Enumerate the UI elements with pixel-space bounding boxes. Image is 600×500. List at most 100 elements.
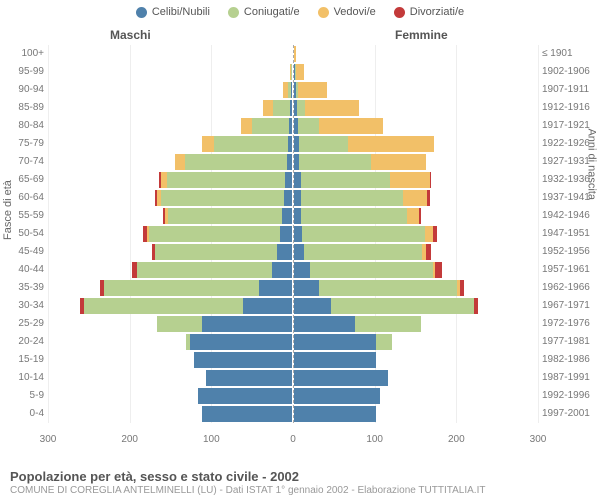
segment [137,262,272,278]
bar-female [294,118,383,134]
bar-female [294,208,421,224]
segment [298,82,327,98]
y-left-label: 60-64 [4,193,44,203]
y-right-label: 1912-1916 [542,103,596,113]
chart-subtitle: COMUNE DI COREGLIA ANTELMINELLI (LU) - D… [10,485,590,496]
legend-label: Divorziati/e [410,6,464,18]
y-right-label: 1952-1956 [542,247,596,257]
pyramid-row [48,208,538,224]
segment [285,172,292,188]
segment [194,352,292,368]
legend-swatch [394,7,405,18]
segment [427,190,429,206]
bar-female [294,82,327,98]
bar-male [155,190,292,206]
bar-male [241,118,292,134]
y-right-label: 1907-1911 [542,85,596,95]
y-left-label: 50-54 [4,229,44,239]
y-left-label: 15-19 [4,355,44,365]
segment [277,244,292,260]
segment [376,334,392,350]
y-right-label: 1932-1936 [542,175,596,185]
x-tick-label: 300 [40,434,57,445]
bar-female [294,64,304,80]
segment [259,280,292,296]
pyramid-row [48,406,538,422]
bar-male [263,100,292,116]
segment [435,262,442,278]
pyramid-row [48,298,538,314]
y-axis-right: 1997-20011992-19961987-19911982-19861977… [542,45,596,445]
y-right-label: 1902-1906 [542,67,596,77]
x-axis: 3002001000100200300 [48,425,538,445]
y-axis-left: 0-45-910-1415-1920-2425-2930-3435-3940-4… [4,45,44,445]
pyramid-row [48,82,538,98]
bar-female [294,370,388,386]
y-left-label: 20-24 [4,337,44,347]
pyramid-row [48,118,538,134]
bar-male [202,136,292,152]
segment [426,244,431,260]
bar-male [290,64,292,80]
y-left-label: 5-9 [4,391,44,401]
y-right-label: 1987-1991 [542,373,596,383]
bar-female [294,298,478,314]
segment [348,136,434,152]
gridline [538,45,539,423]
y-right-label: 1937-1941 [542,193,596,203]
segment [294,46,296,62]
pyramid-row [48,316,538,332]
y-right-label: 1967-1971 [542,301,596,311]
segment [241,118,252,134]
pyramid-row [48,352,538,368]
segment [175,154,185,170]
segment [282,208,292,224]
bar-male [194,352,292,368]
bar-male [198,388,292,404]
segment [297,100,305,116]
x-tick-label: 200 [121,434,138,445]
segment [294,262,310,278]
segment [84,298,243,314]
segment [460,280,464,296]
bar-female [294,46,296,62]
bar-female [294,280,464,296]
bar-male [132,262,292,278]
bar-female [294,352,376,368]
segment [371,154,427,170]
bar-male [202,406,292,422]
segment [298,118,319,134]
segment [433,226,437,242]
segment [407,208,419,224]
segment [301,172,391,188]
legend: Celibi/NubiliConiugati/eVedovi/eDivorzia… [0,0,600,18]
segment [302,226,425,242]
y-right-label: ≤ 1901 [542,49,596,59]
x-tick-label: 100 [203,434,220,445]
bar-male [100,280,292,296]
segment [280,226,292,242]
pyramid-row [48,154,538,170]
segment [403,190,428,206]
bar-male [186,334,292,350]
segment [294,280,319,296]
y-left-label: 80-84 [4,121,44,131]
plot-area: 0-45-910-1415-1920-2425-2930-3435-3940-4… [48,45,538,445]
y-left-label: 100+ [4,49,44,59]
footer: Popolazione per età, sesso e stato civil… [10,469,590,496]
segment [288,136,292,152]
bar-male [80,298,292,314]
segment [419,208,421,224]
bar-female [294,100,359,116]
y-right-label: 1927-1931 [542,157,596,167]
legend-label: Coniugati/e [244,6,300,18]
y-right-label: 1992-1996 [542,391,596,401]
segment [474,298,478,314]
segment [149,226,280,242]
y-left-label: 75-79 [4,139,44,149]
y-right-label: 1957-1961 [542,265,596,275]
legend-swatch [136,7,147,18]
header-female: Femmine [395,28,448,42]
segment [190,334,292,350]
segment [252,118,289,134]
